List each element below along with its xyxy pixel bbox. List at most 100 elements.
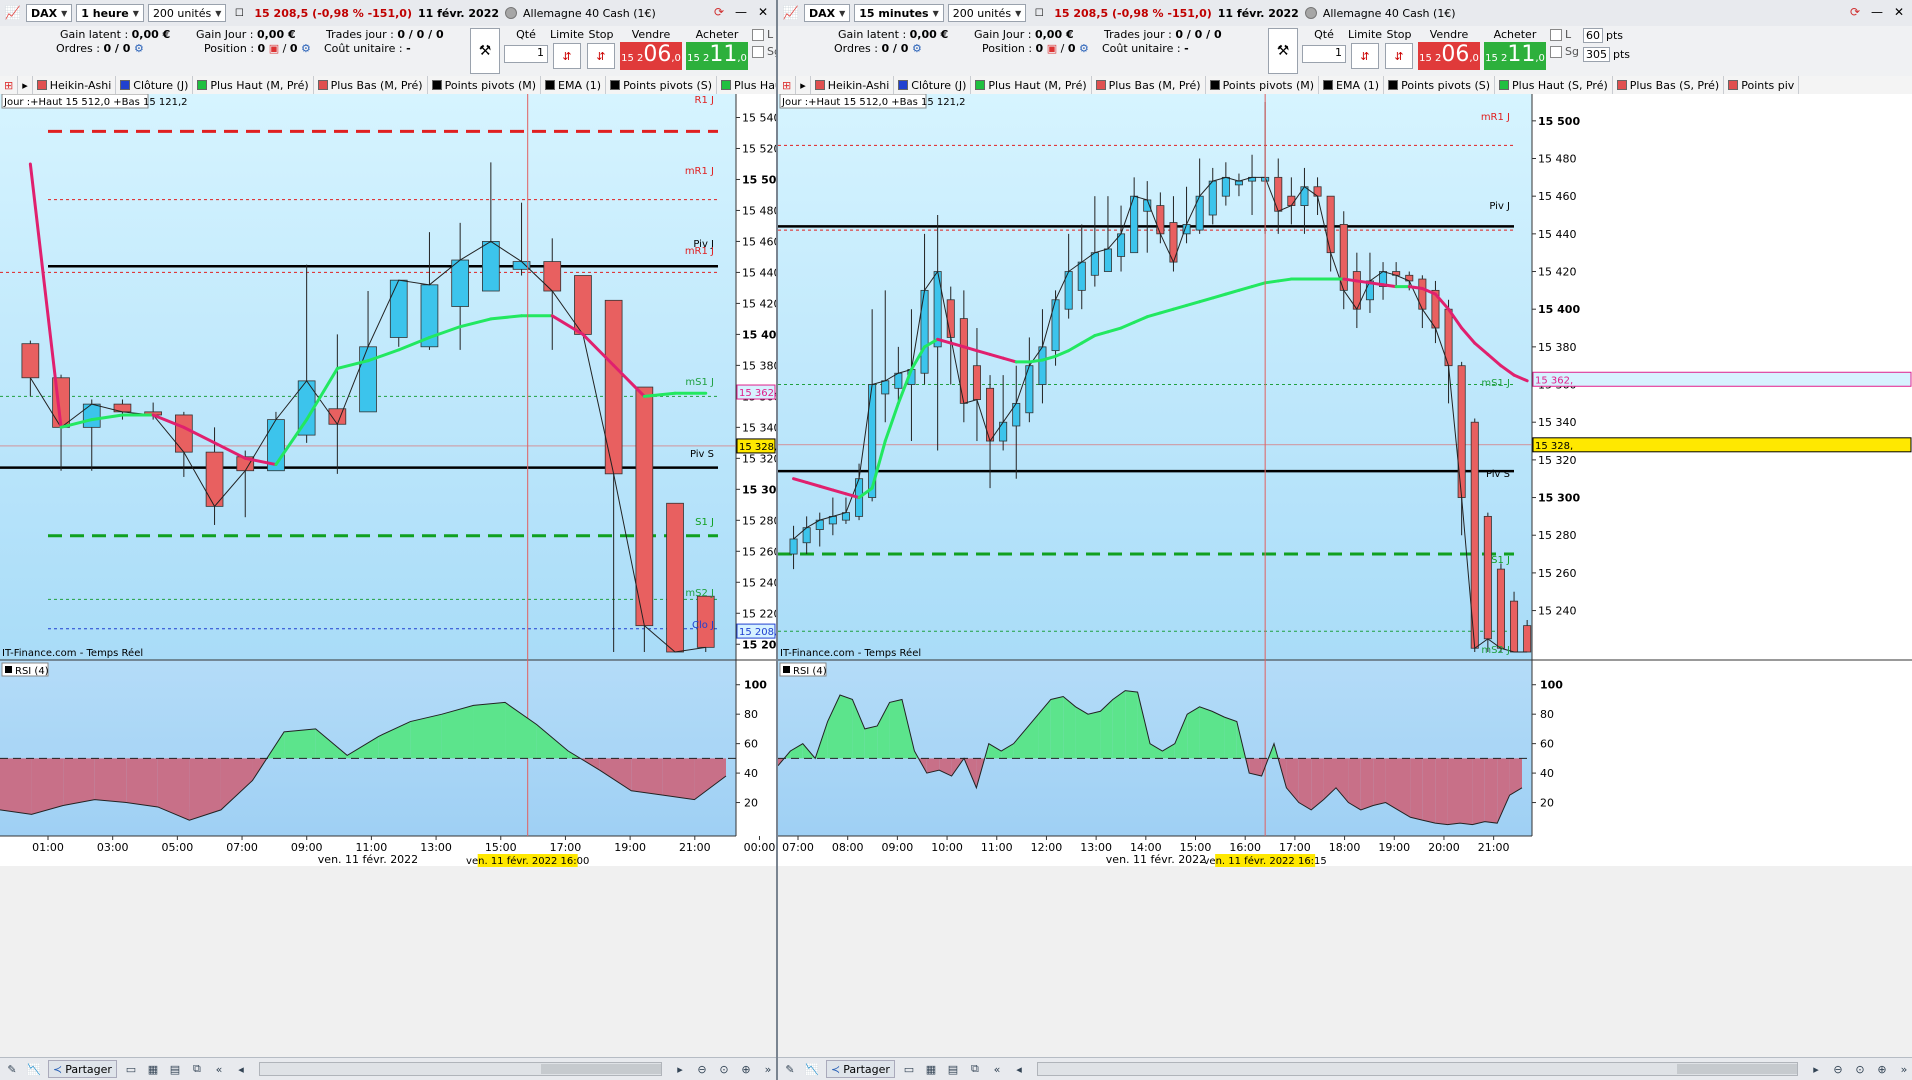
indicator-tab[interactable]: Plus Bas (M, Pré) [1092, 76, 1206, 94]
checkbox-l[interactable]: L [752, 28, 776, 41]
fast-forward-icon[interactable]: » [1900, 1062, 1908, 1076]
sell-button[interactable]: 15 2 06, 0 [1418, 42, 1480, 70]
indicator-tab[interactable]: Heikin-Ashi [33, 76, 117, 94]
checkbox-sg[interactable]: Sg [752, 45, 776, 58]
calendar-icon[interactable]: ▦ [925, 1062, 937, 1076]
zoom-fit-icon[interactable]: ⊙ [1855, 1062, 1865, 1076]
quantity-input[interactable]: 1 [504, 45, 548, 63]
calendar-icon[interactable]: ▦ [147, 1062, 159, 1076]
share-button[interactable]: ≺ Partager [826, 1060, 895, 1078]
scroll-left-icon[interactable]: ◂ [238, 1062, 244, 1076]
buy-button[interactable]: 15 2 11, 0 [1484, 42, 1546, 70]
indicator-tab[interactable]: EMA (1) [1319, 76, 1385, 94]
rsi-fill [220, 758, 253, 810]
rsi-fill [1484, 758, 1498, 824]
limit-order-button[interactable]: ⇵ [553, 43, 581, 69]
orders-icon[interactable]: ⚙ [911, 42, 922, 55]
timeframe-selector[interactable]: 15 minutes ▼ [854, 4, 944, 22]
rsi-fill [1075, 706, 1088, 759]
refresh-icon[interactable]: ⟳ [713, 5, 725, 19]
share-button[interactable]: ≺ Partager [48, 1060, 117, 1078]
limit-order-button[interactable]: ⇵ [1351, 43, 1379, 69]
add-indicator-icon[interactable]: ⊞ [778, 76, 797, 94]
points-input-2[interactable]: 305 [1582, 47, 1610, 62]
order-tool-icon[interactable]: ⚒ [470, 28, 500, 74]
minimize-icon[interactable]: — [1871, 5, 1883, 19]
checkbox-l[interactable]: L [1550, 28, 1579, 41]
units-selector[interactable]: 200 unités ▼ [947, 4, 1027, 22]
chart-style-icon[interactable]: 📉 [805, 1062, 819, 1076]
chart-type-icon[interactable]: 📈 [782, 5, 800, 21]
position-icon[interactable]: ▣ [268, 42, 280, 55]
indicator-tab[interactable]: Plus Haut (S, Pré) [717, 76, 776, 94]
units-selector[interactable]: 200 unités ▼ [147, 4, 227, 22]
screens-icon[interactable]: ⧉ [971, 1062, 979, 1075]
stop-order-button[interactable]: ⇵ [587, 43, 615, 69]
indicator-menu-icon[interactable]: ▸ [18, 76, 33, 94]
rsi-fill [284, 728, 316, 759]
chevron-down-icon: ▼ [932, 8, 939, 18]
position-settings-icon[interactable]: ⚙ [300, 42, 311, 55]
indicator-tab[interactable]: Heikin-Ashi [811, 76, 895, 94]
horizontal-scrollbar[interactable] [1036, 1062, 1798, 1076]
indicator-tab[interactable]: Plus Haut (M, Pré) [193, 76, 314, 94]
indicator-tab[interactable]: Points pivots (S) [1384, 76, 1496, 94]
timeframe-selector[interactable]: 1 heure ▼ [76, 4, 144, 22]
indicator-tab[interactable]: Plus Bas (S, Pré) [1613, 76, 1725, 94]
indicator-tab[interactable]: Plus Haut (M, Pré) [971, 76, 1092, 94]
zoom-in-icon[interactable]: ⊕ [741, 1062, 751, 1076]
indicator-menu-icon[interactable]: ▸ [796, 76, 811, 94]
indicator-tab[interactable]: Clôture (J) [894, 76, 972, 94]
order-tool-icon[interactable]: ⚒ [1268, 28, 1298, 74]
window-icon[interactable]: ▭ [903, 1062, 915, 1076]
add-indicator-icon[interactable]: ⊞ [0, 76, 19, 94]
sell-button[interactable]: 15 2 06, 0 [620, 42, 682, 70]
indicator-tab[interactable]: Points pivots (M) [428, 76, 542, 94]
fast-forward-icon[interactable]: » [764, 1062, 772, 1076]
position-icon[interactable]: ▣ [1046, 42, 1058, 55]
close-icon[interactable]: ✕ [1893, 5, 1905, 19]
indicator-tab[interactable]: Points piv [1724, 76, 1800, 94]
chart-style-icon[interactable]: 📉 [27, 1062, 41, 1076]
checkbox-sg[interactable]: Sg [1550, 45, 1579, 58]
chart-type-icon[interactable]: 📈 [4, 5, 22, 21]
scrollbar-thumb[interactable] [1677, 1064, 1797, 1074]
position-settings-icon[interactable]: ⚙ [1078, 42, 1089, 55]
order-panel: ⚒ Qté 1 Limite ⇵ Stop ⇵ Vendre 15 2 06, 0 Ache… [470, 28, 776, 74]
zoom-out-icon[interactable]: ⊖ [697, 1062, 707, 1076]
quantity-input[interactable]: 1 [1302, 45, 1346, 63]
indicator-tab[interactable]: Plus Haut (S, Pré) [1495, 76, 1613, 94]
orders-icon[interactable]: ⚙ [133, 42, 144, 55]
pencil-icon[interactable]: ✎ [785, 1062, 795, 1076]
pencil-icon[interactable]: ✎ [7, 1062, 17, 1076]
indicator-tab[interactable]: Points pivots (M) [1206, 76, 1320, 94]
screens-icon[interactable]: ⧉ [193, 1062, 201, 1075]
indicator-tab[interactable]: EMA (1) [541, 76, 607, 94]
scroll-right-icon[interactable]: ▸ [1813, 1062, 1819, 1076]
rewind-icon[interactable]: « [215, 1062, 223, 1076]
indicator-tab[interactable]: Plus Bas (M, Pré) [314, 76, 428, 94]
rewind-icon[interactable]: « [993, 1062, 1001, 1076]
minimize-icon[interactable]: — [735, 5, 747, 19]
indicator-tab[interactable]: Clôture (J) [116, 76, 194, 94]
zoom-out-icon[interactable]: ⊖ [1833, 1062, 1843, 1076]
zoom-fit-icon[interactable]: ⊙ [719, 1062, 729, 1076]
horizontal-scrollbar[interactable] [258, 1062, 662, 1076]
stop-order-button[interactable]: ⇵ [1385, 43, 1413, 69]
chart-area[interactable]: mR1 J Piv J mS1 J Piv S S1 J mS2 J 15 500 15 48… [778, 94, 1912, 994]
instrument-selector[interactable]: DAX ▼ [26, 4, 73, 22]
scrollbar-thumb[interactable] [541, 1064, 661, 1074]
instrument-selector[interactable]: DAX ▼ [804, 4, 851, 22]
scroll-left-icon[interactable]: ◂ [1016, 1062, 1022, 1076]
refresh-icon[interactable]: ⟳ [1849, 5, 1861, 19]
zoom-in-icon[interactable]: ⊕ [1877, 1062, 1887, 1076]
layers-icon[interactable]: ▤ [947, 1062, 959, 1076]
layers-icon[interactable]: ▤ [169, 1062, 181, 1076]
scroll-right-icon[interactable]: ▸ [677, 1062, 683, 1076]
window-icon[interactable]: ▭ [125, 1062, 137, 1076]
indicator-tab[interactable]: Points pivots (S) [606, 76, 718, 94]
points-input-1[interactable]: 60 [1582, 28, 1603, 43]
close-icon[interactable]: ✕ [757, 5, 769, 19]
buy-button[interactable]: 15 2 11, 0 [686, 42, 748, 70]
